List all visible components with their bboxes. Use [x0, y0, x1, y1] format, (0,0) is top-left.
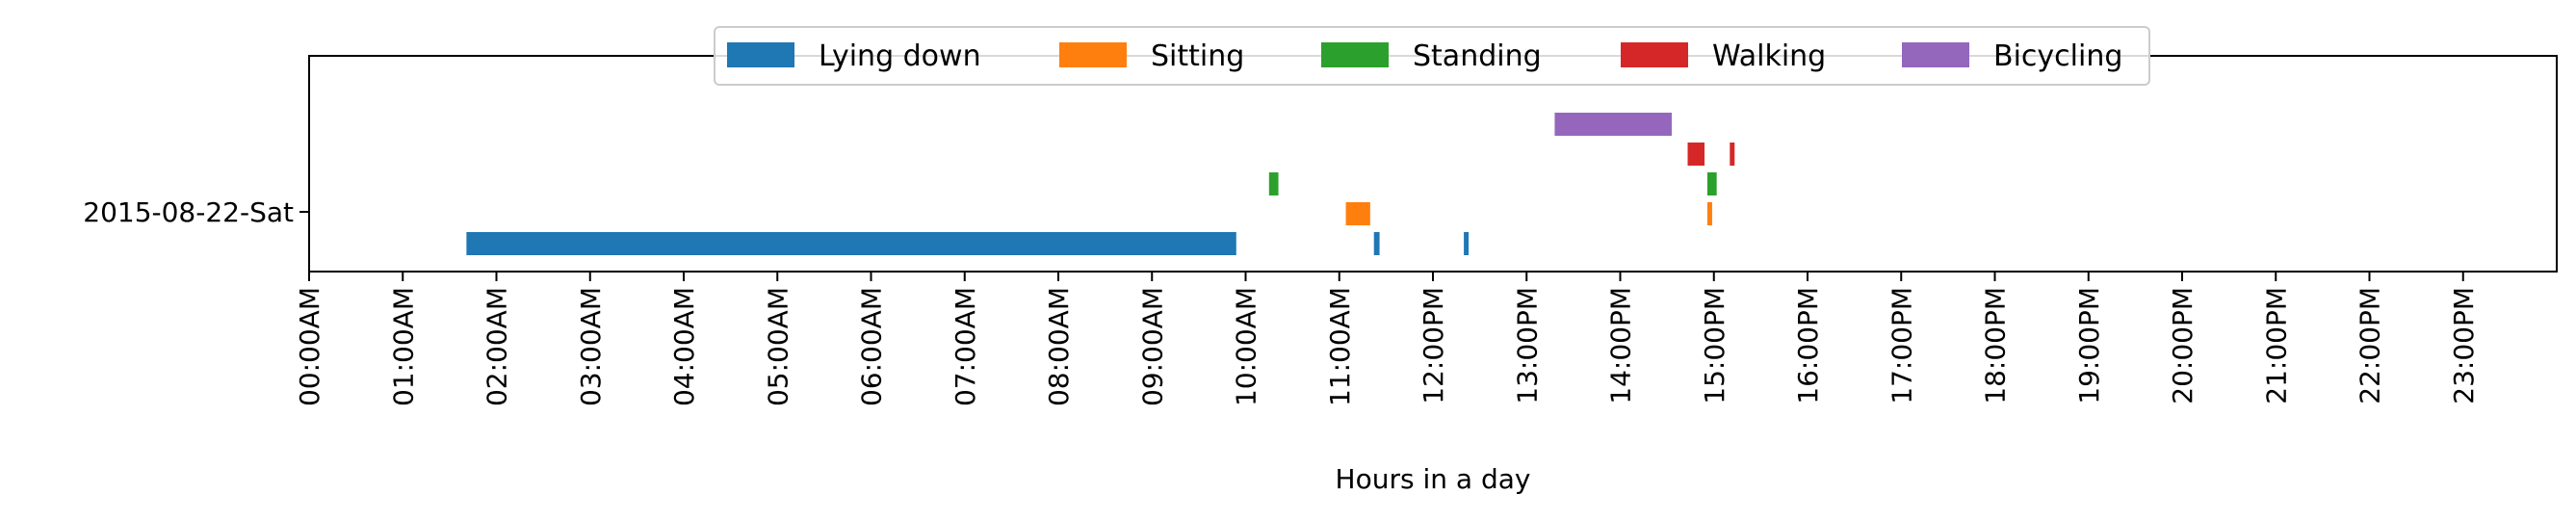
legend-swatch-standing: [1321, 42, 1389, 67]
x-tick-label: 23:00PM: [2448, 287, 2480, 404]
y-tick-label: 2015-08-22-Sat: [83, 196, 294, 228]
x-tick-label: 12:00PM: [1418, 287, 1449, 404]
x-axis: 00:00AM 01:00AM 02:00AM 03:00AM 04:00AM 05:00…: [294, 272, 2480, 406]
x-tick-label: 10:00AM: [1231, 287, 1262, 406]
legend: Lying down Sitting Standing Walking Bicyclin…: [714, 26, 2150, 86]
bar-standing-2: [1706, 172, 1717, 195]
legend-swatch-lying-down: [727, 42, 794, 67]
bar-lying-down-2: [1373, 232, 1380, 255]
bar-sitting-1: [1345, 202, 1370, 225]
bar-walking-1: [1687, 143, 1705, 166]
bar-walking-2: [1730, 143, 1735, 166]
bar-sitting-2: [1706, 202, 1712, 225]
legend-label-standing: Standing: [1413, 39, 1542, 73]
legend-swatch-bicycling: [1902, 42, 1969, 67]
x-tick-label: 05:00AM: [762, 287, 794, 406]
x-tick-label: 15:00PM: [1699, 287, 1730, 404]
legend-swatch-walking: [1621, 42, 1688, 67]
x-tick-label: 02:00AM: [481, 287, 513, 406]
bars-layer: [466, 113, 1735, 255]
bar-lying-down-1: [466, 232, 1236, 255]
bar-standing-1: [1268, 172, 1279, 195]
x-tick-label: 06:00AM: [856, 287, 888, 406]
x-tick-label: 14:00PM: [1605, 287, 1637, 404]
x-tick-label: 09:00AM: [1136, 287, 1168, 406]
y-axis: 2015-08-22-Sat: [83, 196, 309, 228]
bar-bicycling-1: [1554, 113, 1672, 136]
x-tick-label: 19:00PM: [2073, 287, 2105, 404]
x-tick-label: 03:00AM: [575, 287, 607, 406]
x-tick-label: 01:00AM: [387, 287, 419, 406]
x-tick-label: 21:00PM: [2260, 287, 2292, 404]
x-tick-label: 16:00PM: [1792, 287, 1824, 404]
x-tick-label: 17:00PM: [1886, 287, 1917, 404]
legend-swatch-sitting: [1059, 42, 1127, 67]
x-tick-label: 07:00AM: [950, 287, 981, 406]
bar-lying-down-3: [1464, 232, 1470, 255]
x-tick-label: 00:00AM: [294, 287, 325, 406]
legend-label-walking: Walking: [1712, 39, 1826, 73]
legend-box: [714, 26, 2150, 86]
x-tick-label: 13:00PM: [1511, 287, 1543, 404]
x-tick-label: 18:00PM: [1980, 287, 2012, 404]
x-axis-title: Hours in a day: [1336, 463, 1531, 495]
x-tick-label: 20:00PM: [2167, 287, 2199, 404]
x-tick-label: 08:00AM: [1043, 287, 1075, 406]
legend-label-lying-down: Lying down: [819, 39, 981, 73]
x-tick-label: 11:00AM: [1324, 287, 1356, 406]
legend-label-sitting: Sitting: [1151, 39, 1244, 73]
x-tick-label: 04:00AM: [668, 287, 700, 406]
legend-label-bicycling: Bicycling: [1993, 39, 2122, 73]
x-tick-label: 22:00PM: [2355, 287, 2386, 404]
